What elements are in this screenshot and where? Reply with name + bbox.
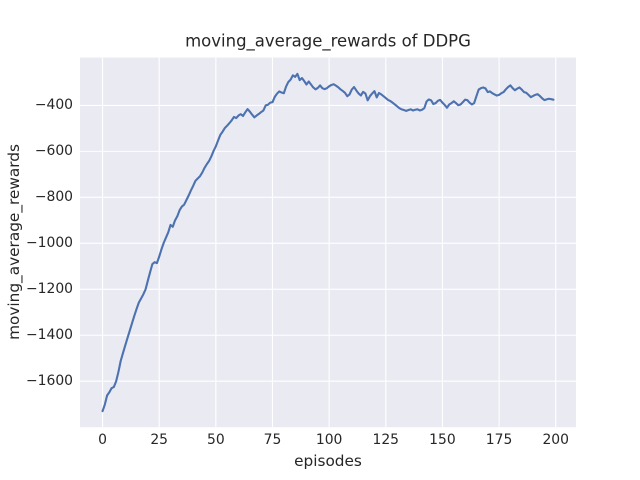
- x-tick-label: 50: [206, 432, 225, 448]
- x-tick-label: 175: [485, 432, 513, 448]
- gridlines: [80, 57, 576, 428]
- y-tick-label: −600: [34, 143, 73, 160]
- y-tick-label: −1400: [26, 327, 73, 344]
- x-tick-label: 200: [542, 432, 569, 448]
- x-tick-label: 150: [429, 432, 456, 448]
- x-axis-label: episodes: [294, 452, 362, 470]
- x-tick-label: 25: [150, 432, 169, 448]
- x-tick-label: 125: [372, 432, 400, 448]
- chart-title: moving_average_rewards of DDPG: [185, 31, 471, 51]
- y-tick-label: −1600: [26, 373, 73, 390]
- y-tick-label: −400: [34, 97, 73, 114]
- series-group: [101, 72, 555, 413]
- axes-background: [80, 57, 576, 428]
- x-tick-label: 100: [315, 432, 343, 448]
- series-line: [101, 72, 555, 413]
- x-tick-label: 75: [263, 432, 282, 448]
- y-tick-label: −800: [34, 189, 73, 206]
- x-tick-label: 0: [98, 432, 107, 448]
- y-tick-label: −1000: [26, 235, 73, 252]
- y-tick-label: −1200: [26, 281, 73, 298]
